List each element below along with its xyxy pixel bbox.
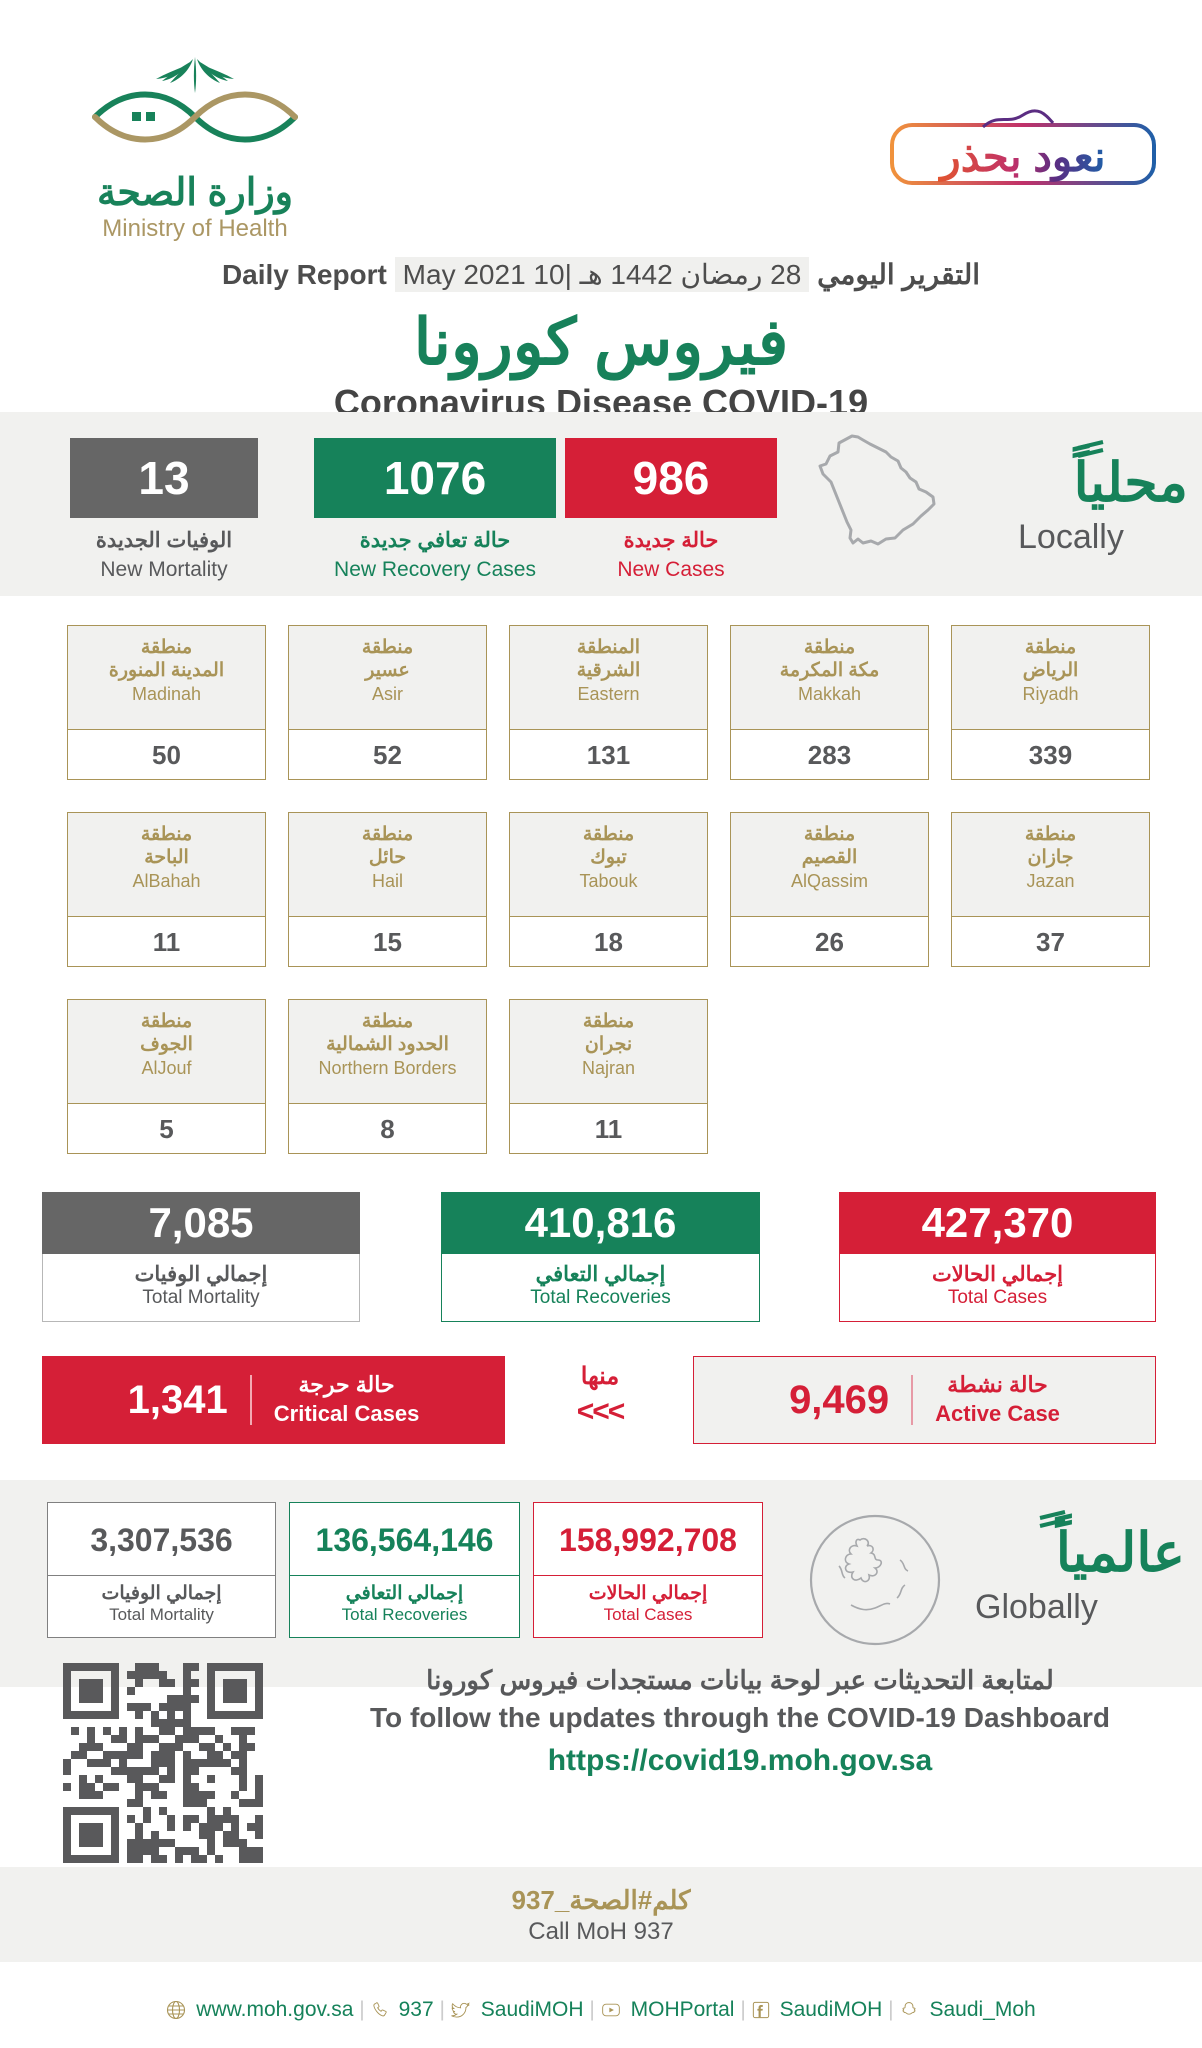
svg-text:نعود بحذر: نعود بحذر <box>937 133 1105 182</box>
